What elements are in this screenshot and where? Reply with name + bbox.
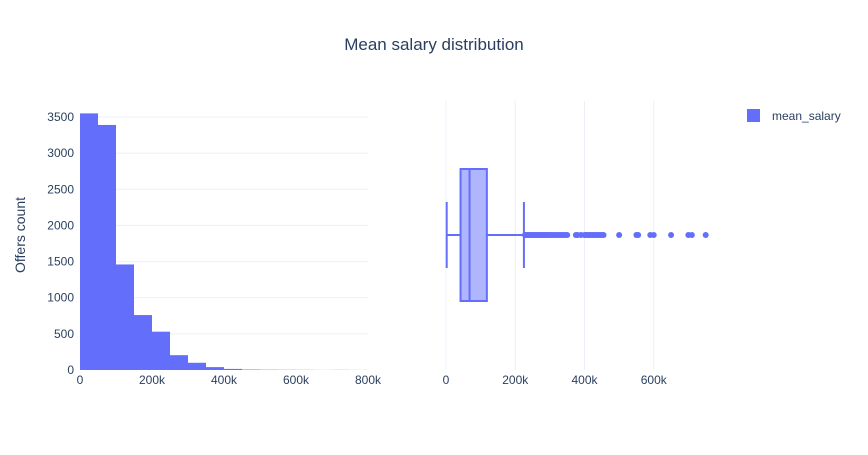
histogram-x-tick-label: 600k — [283, 373, 310, 387]
histogram-x-tick-label: 200k — [139, 373, 166, 387]
box-x-ticks: 0 200k 400k 600k — [443, 373, 668, 387]
histogram-y-tick-label: 0 — [67, 363, 74, 377]
box-iqr[interactable] — [461, 169, 487, 301]
legend-swatch — [747, 109, 760, 122]
histogram-bar[interactable] — [188, 363, 206, 370]
box-outlier-point[interactable] — [668, 232, 674, 238]
histogram-y-tick-label: 1000 — [47, 291, 74, 305]
histogram-bar[interactable] — [152, 332, 170, 370]
histogram-bar[interactable] — [224, 369, 242, 370]
histogram-y-tick-label: 3000 — [47, 146, 74, 160]
box-outlier-point[interactable] — [689, 232, 695, 238]
box-outlier-point[interactable] — [703, 232, 709, 238]
box-outlier-point[interactable] — [635, 232, 641, 238]
box-x-tick-label: 400k — [571, 373, 598, 387]
histogram-bar[interactable] — [98, 125, 116, 370]
histogram-bar[interactable] — [134, 315, 152, 370]
histogram-x-tick-label: 800k — [355, 373, 382, 387]
box-outlier-point[interactable] — [651, 232, 657, 238]
box-x-tick-label: 200k — [502, 373, 529, 387]
histogram-y-tick-label: 2500 — [47, 182, 74, 196]
legend-entry-mean-salary[interactable]: mean_salary — [772, 109, 841, 123]
histogram-bar[interactable] — [170, 355, 188, 370]
histogram-bar[interactable] — [116, 264, 134, 370]
box-plot — [447, 169, 709, 301]
histogram-y-axis-label: Offers count — [12, 197, 28, 273]
histogram-bar[interactable] — [80, 113, 98, 370]
histogram-y-ticks: 0 500 1000 1500 2000 2500 3000 3500 — [47, 110, 74, 377]
box-x-tick-label: 600k — [641, 373, 668, 387]
histogram-x-tick-label: 0 — [77, 373, 84, 387]
histogram-x-tick-label: 400k — [211, 373, 238, 387]
box-outlier-point[interactable] — [601, 232, 607, 238]
histogram-x-ticks: 0 200k 400k 600k 800k — [77, 373, 382, 387]
histogram-bars — [80, 113, 368, 370]
histogram-y-tick-label: 500 — [54, 327, 74, 341]
histogram-y-tick-label: 3500 — [47, 110, 74, 124]
box-x-tick-label: 0 — [443, 373, 450, 387]
histogram-bar[interactable] — [206, 367, 224, 370]
box-outlier-point[interactable] — [616, 232, 622, 238]
box-outlier-point[interactable] — [564, 232, 570, 238]
histogram-y-tick-label: 2000 — [47, 218, 74, 232]
legend[interactable]: mean_salary — [747, 109, 841, 123]
chart-title: Mean salary distribution — [344, 35, 524, 54]
histogram-y-tick-label: 1500 — [47, 255, 74, 269]
